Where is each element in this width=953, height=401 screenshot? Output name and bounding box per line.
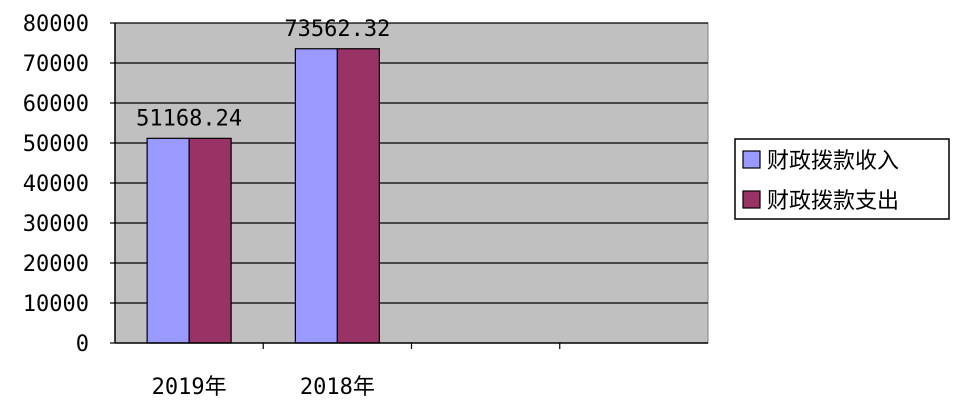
y-tick-label: 10000 <box>23 292 89 317</box>
data-labels: 51168.24 73562.32 <box>136 17 390 132</box>
x-tick-label: 2018年 <box>300 375 375 400</box>
x-tick-label: 2019年 <box>152 375 227 400</box>
legend-label: 财政拨款支出 <box>767 189 899 214</box>
bar-income-1 <box>294 48 338 344</box>
y-tick-label: 0 <box>76 332 89 357</box>
y-tick-label: 60000 <box>23 92 89 117</box>
bar-expense-1 <box>336 48 380 344</box>
x-tick-labels: 2019年 2018年 <box>152 343 561 400</box>
legend-label: 财政拨款收入 <box>767 149 899 174</box>
y-tick-label: 70000 <box>23 52 89 77</box>
legend-swatch <box>742 190 761 209</box>
y-tick-label: 20000 <box>23 252 89 277</box>
y-tick-labels: 0 10000 20000 30000 40000 50000 60000 70000 8000… <box>23 12 89 357</box>
data-label: 73562.32 <box>284 17 390 42</box>
y-tick-label: 50000 <box>23 132 89 157</box>
bar-expense-0 <box>188 137 232 344</box>
legend-swatch <box>742 150 761 169</box>
y-tick-label: 30000 <box>23 212 89 237</box>
bars <box>146 48 380 344</box>
data-label: 51168.24 <box>136 106 242 131</box>
y-tick-label: 40000 <box>23 172 89 197</box>
legend-box <box>734 138 950 220</box>
bar-income-0 <box>146 137 190 344</box>
y-tick-label: 80000 <box>23 12 89 37</box>
